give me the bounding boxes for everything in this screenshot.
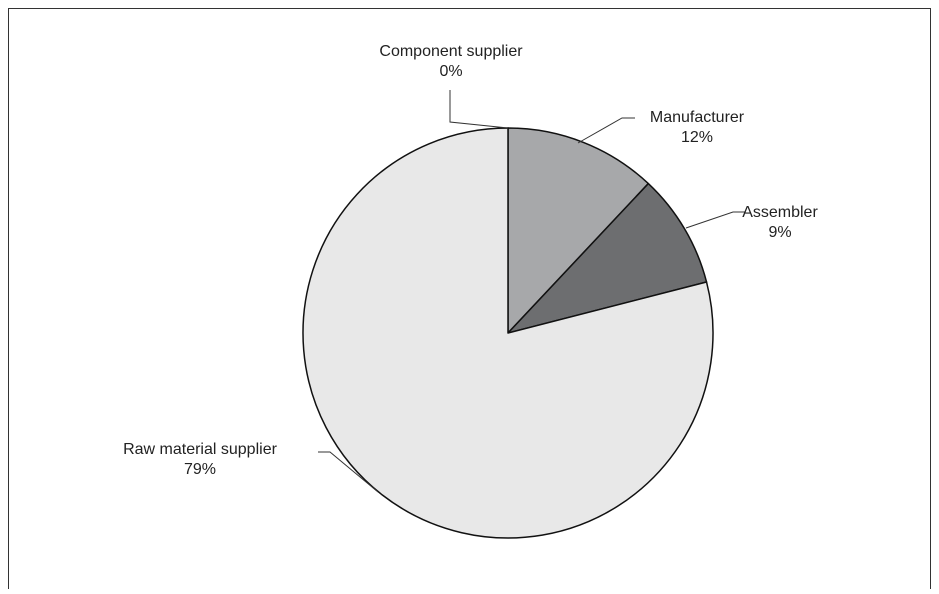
slice-value-label: 9% bbox=[768, 224, 791, 241]
slice-label: Raw material supplier bbox=[123, 441, 278, 458]
leader-line bbox=[685, 211, 745, 229]
slice-label: Assembler bbox=[742, 204, 818, 221]
pie-slice bbox=[302, 127, 714, 539]
frame bbox=[8, 8, 931, 589]
slice-label: Manufacturer bbox=[650, 109, 745, 126]
pie-slice bbox=[507, 127, 650, 334]
leader-line bbox=[577, 117, 635, 144]
pie-slice bbox=[507, 182, 708, 334]
leader-line bbox=[449, 90, 509, 129]
slice-value-label: 79% bbox=[184, 461, 216, 478]
slice-value-label: 0% bbox=[439, 63, 462, 80]
leader-line bbox=[318, 451, 379, 493]
slice-value-label: 12% bbox=[681, 129, 713, 146]
slice-label: Component supplier bbox=[379, 43, 523, 60]
